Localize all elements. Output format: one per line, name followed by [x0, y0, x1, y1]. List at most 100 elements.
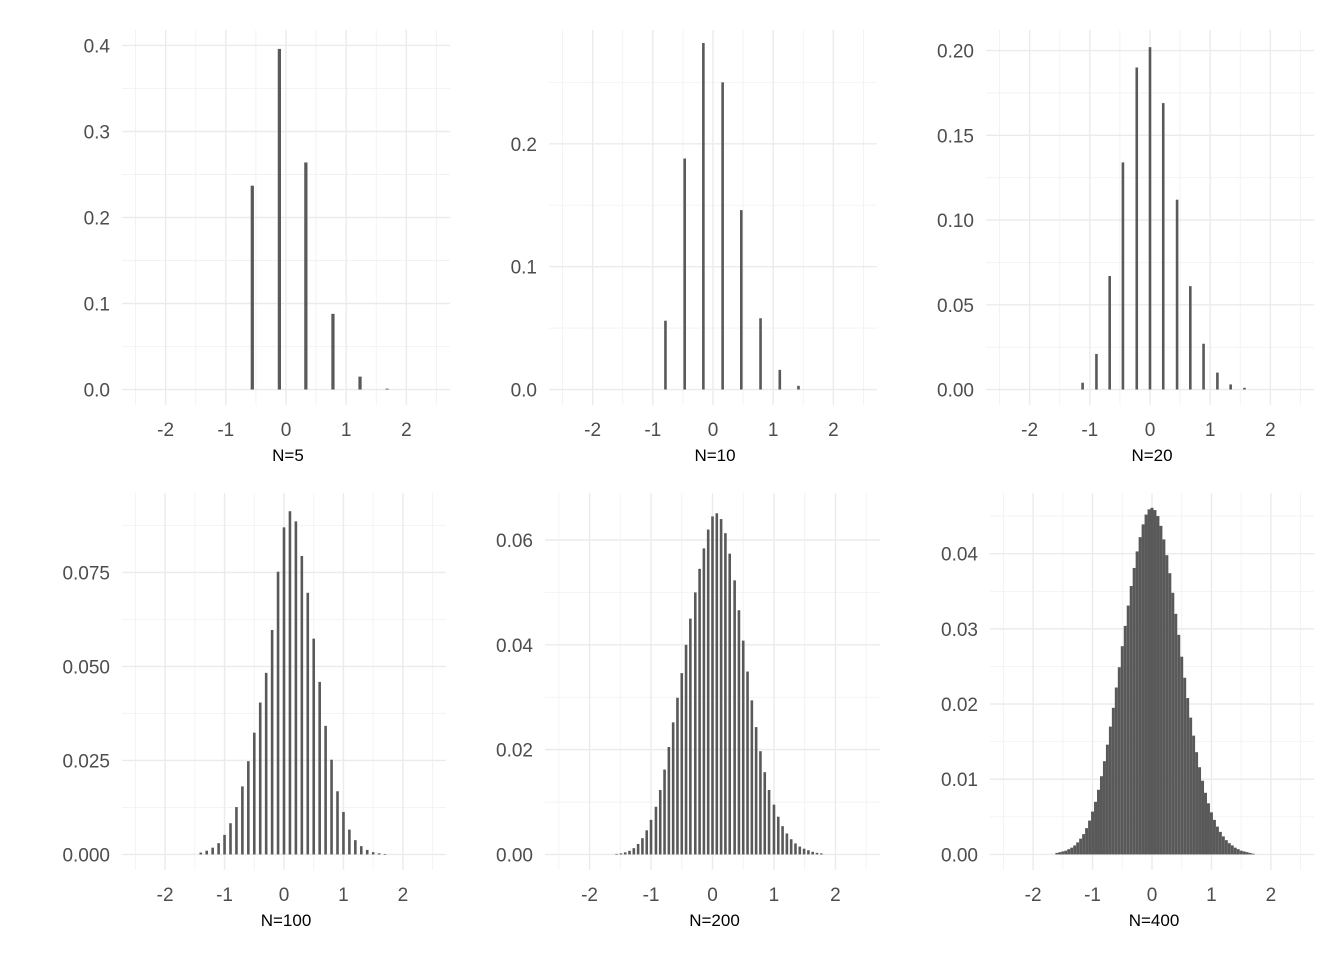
histogram-bar	[1099, 776, 1103, 855]
x-axis-label: N=20	[1131, 446, 1172, 465]
histogram-bar	[318, 681, 321, 855]
histogram-bar	[664, 320, 667, 390]
histogram-bar	[693, 592, 697, 855]
histogram-bar	[1251, 853, 1255, 855]
histogram-bar	[358, 376, 362, 390]
x-tick-label: 0	[708, 420, 719, 441]
panels-container: -2 -1 0 1 2 0.0 0.1 0.2 0.3 0.4 N=5 -2 -1 0 1 2 0.0 0.1 0.…	[62, 30, 1314, 930]
y-tick-label: 0.2	[511, 135, 537, 156]
histogram-bar	[767, 789, 771, 855]
histogram-bar	[288, 511, 292, 855]
histogram-bar	[785, 833, 789, 855]
histogram-bar	[1108, 275, 1111, 390]
histogram-bar	[365, 849, 369, 855]
histogram-bar	[615, 853, 618, 855]
histogram-bar	[702, 548, 706, 855]
histogram-bar	[264, 672, 268, 855]
y-tick-label: 0.02	[941, 695, 978, 716]
x-tick-label: -1	[216, 885, 233, 906]
histogram-bar	[724, 533, 727, 855]
histogram-bar	[628, 850, 631, 855]
histogram-bar	[1171, 592, 1175, 855]
histogram-bar	[276, 571, 280, 855]
histogram-bar	[1150, 507, 1154, 855]
x-tick-label: 1	[1205, 420, 1216, 441]
histogram-bar	[623, 852, 627, 855]
histogram-bar	[754, 727, 758, 855]
y-tick-label: 0.1	[84, 295, 110, 316]
histogram-bar	[739, 210, 743, 390]
histogram-bar	[304, 162, 308, 390]
histogram-bar	[1186, 698, 1190, 855]
histogram-bar	[247, 761, 250, 855]
y-tick-label: 0.00	[496, 845, 533, 866]
histogram-bar	[667, 747, 671, 855]
y-tick-label: 0.01	[941, 770, 978, 791]
histogram-bar	[1195, 752, 1199, 855]
histogram-bar	[1147, 509, 1151, 855]
histogram-bar	[658, 789, 662, 855]
histogram-bar	[746, 671, 749, 855]
bars-group	[199, 511, 387, 855]
histogram-bar	[217, 843, 220, 855]
histogram-bar	[741, 640, 745, 855]
histogram-bar	[1132, 567, 1136, 855]
histogram-bar	[354, 840, 357, 855]
histogram-bar	[1148, 47, 1152, 390]
y-tick-label: 0.050	[62, 657, 110, 678]
histogram-bar	[1055, 852, 1059, 855]
histogram-bar	[759, 318, 762, 390]
histogram-bar	[1229, 384, 1232, 390]
histogram-bar	[641, 838, 644, 855]
histogram-bar	[1204, 792, 1207, 855]
histogram-bar	[1079, 838, 1083, 855]
x-tick-label: 1	[338, 885, 349, 906]
x-tick-label: 2	[1265, 420, 1276, 441]
y-tick-label: 0.075	[62, 563, 110, 584]
histogram-bar	[1212, 819, 1216, 855]
histogram-bar	[383, 854, 387, 855]
histogram-bar	[1201, 780, 1205, 855]
histogram-bar	[1218, 831, 1222, 855]
histogram-bar	[1180, 656, 1184, 855]
histogram-bar	[1192, 735, 1196, 855]
histogram-bar	[1138, 537, 1142, 855]
histogram-bar	[619, 853, 623, 855]
x-tick-label: -2	[157, 420, 174, 441]
histogram-bar	[750, 700, 754, 855]
histogram-bar	[294, 521, 298, 855]
histogram-bar	[807, 850, 810, 855]
histogram-bar	[1227, 843, 1231, 855]
histogram-bar	[1165, 555, 1169, 855]
histogram-bar	[359, 846, 363, 855]
histogram-bar	[1121, 162, 1125, 390]
histogram-bar	[1248, 852, 1252, 855]
x-tick-label: 0	[707, 885, 718, 906]
histogram-bar	[721, 82, 724, 390]
histogram-bar	[663, 769, 666, 855]
histogram-bar	[680, 673, 684, 855]
y-tick-label: 0.00	[941, 845, 978, 866]
y-tick-label: 0.10	[937, 211, 974, 232]
x-tick-label: -1	[217, 420, 234, 441]
y-tick-label: 0.00	[937, 381, 974, 402]
histogram-bar	[1141, 524, 1145, 855]
histogram-bar	[306, 592, 310, 855]
histogram-bar	[797, 385, 800, 390]
y-tick-label: 0.02	[496, 741, 533, 762]
histogram-bar	[250, 185, 254, 390]
histogram-bar	[671, 722, 675, 855]
panel-5: -2 -1 0 1 2 0.00 0.02 0.04 0.06 N=200	[496, 493, 880, 930]
histogram-bar	[781, 826, 784, 855]
histogram-bar	[1094, 801, 1098, 855]
x-tick-label: 2	[828, 420, 839, 441]
y-tick-label: 0.1	[511, 258, 537, 279]
histogram-bar	[1156, 516, 1160, 855]
histogram-bar	[371, 852, 375, 855]
histogram-bar	[229, 823, 232, 855]
histogram-bar	[258, 702, 262, 855]
x-axis-label: N=400	[1129, 911, 1180, 930]
x-axis-label: N=10	[694, 446, 735, 465]
x-tick-label: 1	[341, 420, 352, 441]
